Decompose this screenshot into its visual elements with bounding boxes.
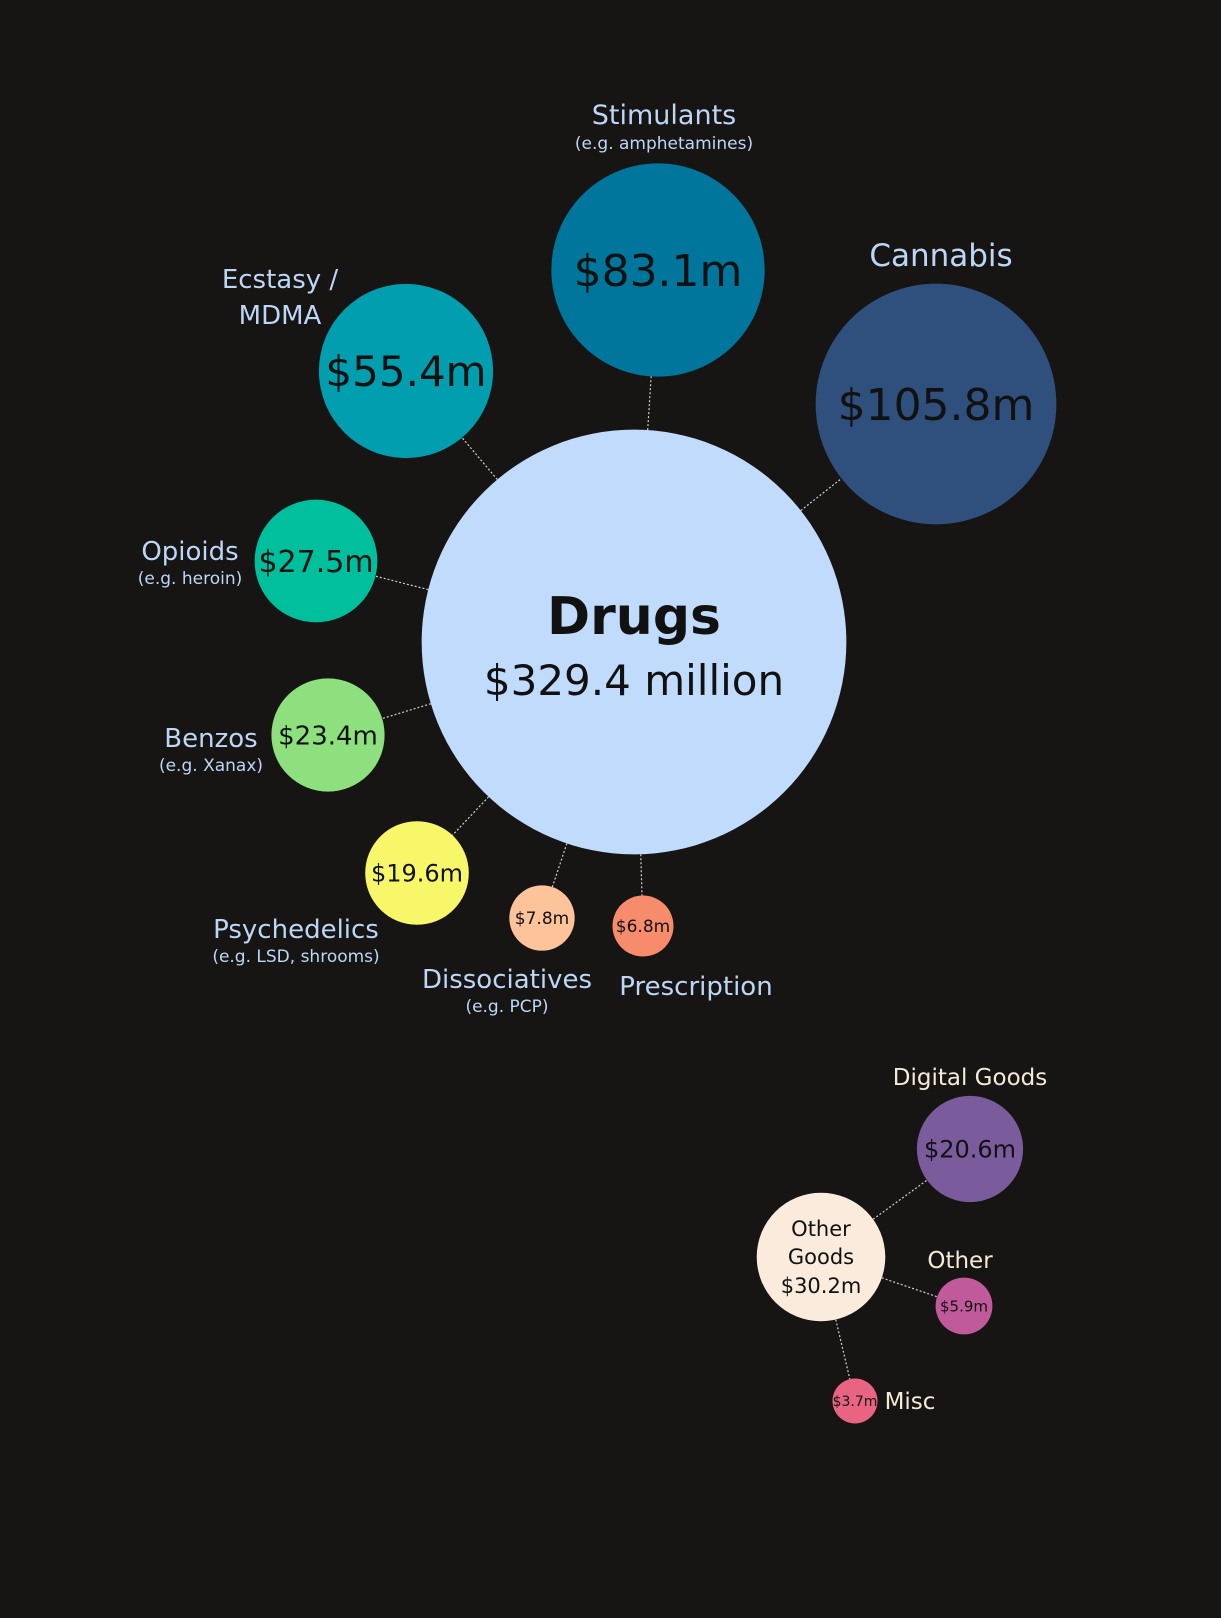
bubble-cannabis [815, 283, 1057, 525]
category-name-stimulants: Stimulants [592, 100, 736, 131]
bubble-stimulants [551, 163, 765, 377]
connector-opioids [375, 575, 429, 591]
group-name-other-goods-line: Other [791, 1217, 851, 1241]
group-name-drugs: Drugs [547, 587, 721, 647]
bubble-other_goods [756, 1192, 886, 1322]
bubble-digital [916, 1095, 1024, 1203]
category-name-dissociatives: Dissociatives [422, 965, 592, 995]
connector-misc [835, 1319, 851, 1380]
category-name-digital: Digital Goods [893, 1065, 1047, 1091]
connector-stimulants [647, 376, 652, 431]
category-name-cannabis: Cannabis [869, 238, 1012, 274]
category-name-opioids: Opioids [141, 537, 238, 567]
bubble-prescription [612, 895, 674, 957]
category-name-misc: Misc [885, 1389, 936, 1415]
connector-cannabis [800, 478, 842, 512]
bubble-benzos [271, 678, 385, 792]
connector-prescription [640, 854, 643, 896]
connector-benzos [381, 703, 432, 720]
connector-lines [375, 376, 938, 1380]
connector-ecstasy [461, 437, 498, 480]
category-note-benzos: (e.g. Xanax) [159, 756, 263, 776]
category-name-benzos: Benzos [164, 724, 257, 754]
category-name-line: MDMA [239, 301, 322, 331]
bubble-other [935, 1277, 993, 1335]
bubble-psychedelics [365, 821, 469, 925]
value-label-stimulants: $83.1m [574, 246, 743, 297]
group-value-drugs: $329.4 million [484, 656, 784, 705]
connector-psychedelics [452, 796, 490, 836]
connector-digital [872, 1179, 928, 1220]
category-name-line: Ecstasy / [222, 265, 339, 295]
category-name-prescription: Prescription [619, 972, 772, 1002]
bubble-ecstasy [318, 283, 494, 459]
value-label-other: $5.9m [940, 1297, 988, 1315]
value-label-ecstasy: $55.4m [325, 347, 486, 396]
category-note-psychedelics: (e.g. LSD, shrooms) [212, 947, 379, 967]
group-value-other-goods: $30.2m [781, 1274, 862, 1298]
value-label-opioids: $27.5m [258, 545, 373, 580]
category-name-psychedelics: Psychedelics [213, 915, 379, 945]
connector-other [881, 1277, 938, 1298]
connector-dissociatives [551, 843, 568, 888]
value-label-digital: $20.6m [924, 1136, 1016, 1164]
value-label-psychedelics: $19.6m [371, 860, 463, 888]
value-label-misc: $3.7m [833, 1394, 878, 1410]
bubble-opioids [254, 499, 378, 623]
bubble-drugs [421, 429, 847, 855]
group-name-other-goods: Other Goods [788, 1217, 854, 1269]
value-label-benzos: $23.4m [278, 721, 378, 751]
category-name-ecstasy: Ecstasy / MDMA [222, 265, 339, 331]
value-label-cannabis: $105.8m [838, 380, 1035, 431]
bubble-dissociatives [509, 885, 575, 951]
category-name-other: Other [927, 1248, 993, 1274]
category-note-stimulants: (e.g. amphetamines) [575, 134, 753, 154]
value-label-prescription: $6.8m [616, 917, 670, 937]
category-note-opioids: (e.g. heroin) [138, 569, 242, 589]
value-label-dissociatives: $7.8m [515, 909, 569, 929]
bubble-misc [832, 1378, 878, 1424]
category-note-dissociatives: (e.g. PCP) [465, 997, 548, 1017]
group-name-other-goods-line: Goods [788, 1245, 854, 1269]
